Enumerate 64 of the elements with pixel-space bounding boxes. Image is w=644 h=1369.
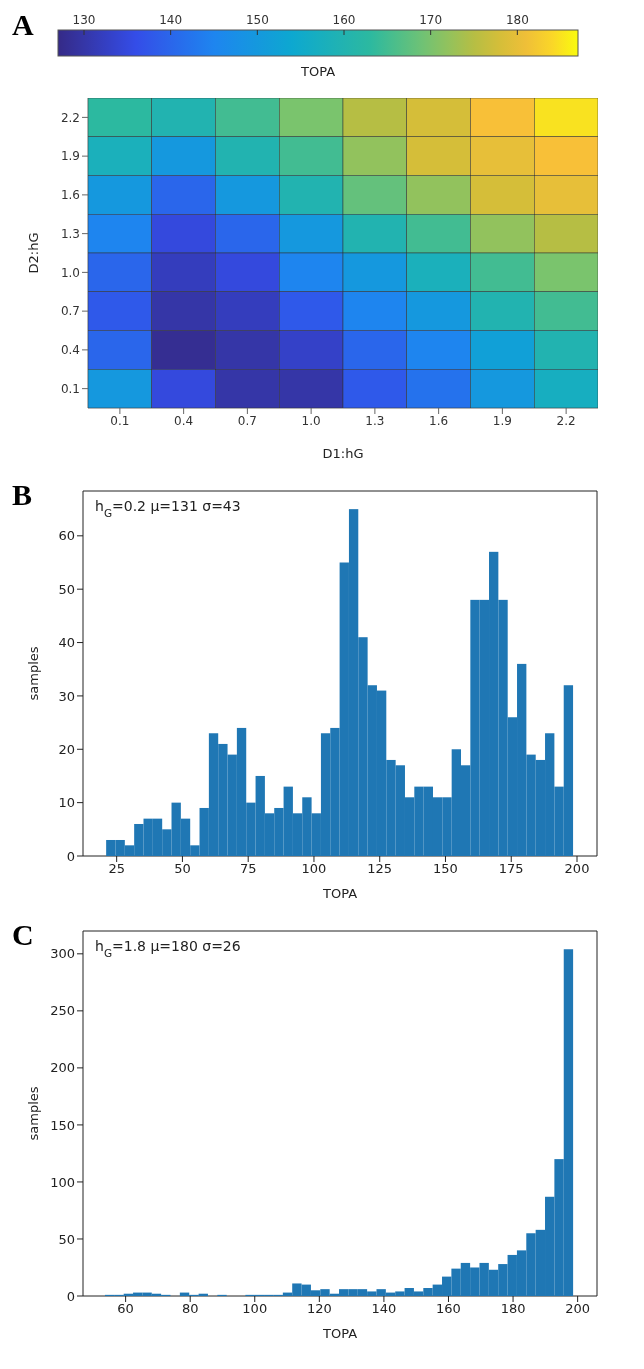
annotation: h$_{G}$=1.8 μ=180 σ=26	[95, 938, 241, 959]
y-tick-label: 200	[50, 1060, 75, 1076]
x-tick-label: 150	[433, 861, 458, 877]
y-tick-label: 1.9	[60, 149, 80, 164]
x-tick-label: 50	[174, 861, 191, 877]
y-tick-label: 0	[66, 1288, 75, 1304]
x-tick-label: 125	[367, 861, 393, 877]
text: B	[12, 478, 33, 512]
y-tick-label: 250	[50, 1003, 75, 1019]
y-tick-label: 60	[58, 528, 75, 544]
y-tick-label: 10	[58, 795, 75, 811]
y-tick-label: 50	[58, 1231, 75, 1247]
x-tick-label: 25	[108, 861, 125, 877]
x-tick-label: 1.6	[429, 413, 449, 428]
text: C	[12, 918, 34, 952]
x-tick-label: 200	[564, 861, 590, 877]
y-tick-label: 1.0	[60, 265, 80, 280]
x-axis-title: TOPA	[321, 886, 358, 901]
x-tick-label: 180	[500, 1301, 526, 1317]
x-tick-label: 100	[242, 1301, 268, 1317]
x-tick-label: 0.1	[110, 413, 130, 428]
y-tick-label: 1.6	[60, 188, 80, 203]
y-tick-label: 300	[50, 946, 75, 962]
y-tick-label: 40	[58, 635, 75, 651]
color-bar-title: TOPA	[299, 64, 336, 79]
y-tick-label: 1.3	[60, 226, 80, 241]
y-axis-title: D2:hG	[25, 232, 41, 274]
x-tick-label: 60	[117, 1301, 134, 1317]
y-tick-label: 0.4	[60, 343, 80, 358]
x-axis-title: D1:hG	[322, 446, 364, 461]
x-tick-label: 1.9	[492, 413, 512, 428]
x-tick-label: 75	[239, 861, 257, 877]
y-axis-title: samples	[25, 646, 41, 701]
x-tick-label: 1.0	[301, 413, 321, 428]
x-tick-label: 200	[565, 1301, 591, 1317]
y-tick-label: 2.2	[60, 110, 80, 125]
color-bar-label: 170	[419, 13, 443, 27]
x-tick-label: 2.2	[556, 413, 576, 428]
x-tick-label: 1.3	[365, 413, 385, 428]
color-bar-label: 150	[245, 13, 269, 27]
y-tick-label: 0.7	[60, 304, 80, 319]
x-tick-label: 120	[306, 1301, 332, 1317]
x-axis-title: TOPA	[321, 1326, 358, 1341]
y-tick-label: 30	[58, 688, 75, 704]
x-tick-label: 0.4	[174, 413, 194, 428]
y-tick-label: 50	[58, 581, 75, 597]
y-tick-label: 0	[66, 848, 75, 864]
color-bar-label: 160	[332, 13, 356, 27]
y-axis-title: samples	[25, 1086, 41, 1141]
y-tick-label: 0.1	[60, 381, 80, 396]
color-bar-label: 180	[505, 13, 529, 27]
x-tick-label: 80	[181, 1301, 199, 1317]
text: A	[12, 8, 34, 42]
color-bar-label: 130	[72, 13, 96, 27]
x-tick-label: 0.7	[237, 413, 257, 428]
x-tick-label: 140	[371, 1301, 397, 1317]
y-tick-label: 20	[58, 741, 75, 757]
y-tick-label: 150	[50, 1117, 75, 1133]
color-bar-label: 140	[159, 13, 183, 27]
x-tick-label: 160	[436, 1301, 461, 1317]
x-tick-label: 175	[498, 861, 524, 877]
y-tick-label: 100	[50, 1174, 75, 1190]
x-tick-label: 100	[301, 861, 327, 877]
annotation: h$_{G}$=0.2 μ=131 σ=43	[95, 498, 241, 519]
